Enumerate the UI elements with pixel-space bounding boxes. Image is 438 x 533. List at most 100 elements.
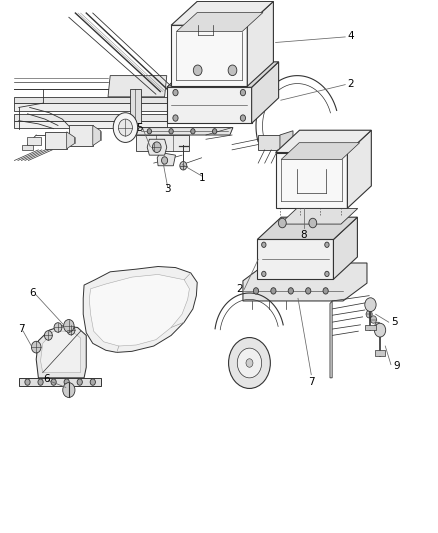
Polygon shape: [157, 152, 176, 166]
Circle shape: [374, 323, 386, 337]
Circle shape: [147, 128, 152, 134]
Polygon shape: [14, 120, 167, 127]
Polygon shape: [36, 326, 86, 378]
Text: 8: 8: [300, 230, 307, 240]
Polygon shape: [167, 87, 252, 123]
Polygon shape: [276, 152, 347, 208]
Circle shape: [191, 128, 195, 134]
Circle shape: [173, 90, 178, 96]
Circle shape: [173, 115, 178, 121]
Circle shape: [67, 325, 75, 335]
Circle shape: [237, 348, 261, 378]
Circle shape: [325, 242, 329, 247]
Polygon shape: [257, 217, 357, 239]
Polygon shape: [171, 25, 247, 86]
Polygon shape: [304, 150, 332, 163]
Circle shape: [25, 379, 30, 385]
Circle shape: [240, 90, 246, 96]
Circle shape: [77, 379, 82, 385]
Circle shape: [271, 288, 276, 294]
Circle shape: [38, 379, 43, 385]
Circle shape: [288, 288, 293, 294]
Polygon shape: [375, 350, 385, 356]
Polygon shape: [365, 325, 376, 330]
Circle shape: [228, 65, 237, 76]
Polygon shape: [14, 103, 167, 111]
Polygon shape: [89, 274, 189, 346]
Circle shape: [169, 128, 173, 134]
Text: 5: 5: [137, 123, 143, 133]
Circle shape: [63, 383, 75, 398]
Text: 4: 4: [347, 31, 354, 41]
Polygon shape: [69, 125, 93, 146]
Circle shape: [193, 65, 202, 76]
Polygon shape: [257, 239, 333, 279]
Polygon shape: [243, 263, 367, 301]
Circle shape: [113, 113, 138, 142]
Text: 3: 3: [164, 183, 171, 193]
Circle shape: [323, 288, 328, 294]
Polygon shape: [147, 139, 167, 155]
Polygon shape: [67, 132, 74, 149]
Polygon shape: [45, 132, 67, 149]
Text: 1: 1: [199, 173, 206, 183]
Text: 9: 9: [393, 361, 400, 370]
Polygon shape: [247, 2, 273, 86]
Circle shape: [261, 242, 266, 247]
Circle shape: [212, 128, 217, 134]
Circle shape: [306, 288, 311, 294]
Text: 2: 2: [236, 284, 243, 294]
Circle shape: [229, 337, 270, 389]
Polygon shape: [93, 125, 101, 146]
Polygon shape: [333, 217, 357, 279]
Polygon shape: [136, 135, 188, 151]
Polygon shape: [171, 2, 273, 25]
Circle shape: [64, 379, 69, 385]
Polygon shape: [83, 266, 197, 352]
Polygon shape: [14, 114, 167, 120]
Circle shape: [325, 271, 329, 277]
Polygon shape: [280, 131, 293, 150]
Text: 6: 6: [43, 374, 49, 384]
Polygon shape: [41, 331, 81, 373]
Circle shape: [32, 341, 41, 353]
Polygon shape: [284, 144, 297, 166]
Polygon shape: [167, 62, 279, 87]
Circle shape: [90, 379, 95, 385]
Circle shape: [375, 322, 381, 329]
Polygon shape: [280, 208, 358, 224]
Text: 2: 2: [347, 78, 354, 88]
Polygon shape: [330, 301, 332, 378]
Polygon shape: [130, 89, 141, 123]
Circle shape: [240, 115, 246, 121]
Polygon shape: [281, 143, 360, 159]
Circle shape: [366, 311, 372, 318]
Circle shape: [51, 379, 56, 385]
Polygon shape: [177, 12, 263, 31]
Circle shape: [309, 218, 317, 228]
Circle shape: [64, 319, 74, 332]
Circle shape: [152, 142, 161, 152]
Polygon shape: [22, 144, 33, 150]
Polygon shape: [276, 130, 371, 152]
Polygon shape: [14, 97, 167, 103]
Circle shape: [118, 119, 132, 136]
Polygon shape: [347, 130, 371, 208]
Circle shape: [365, 298, 376, 312]
Polygon shape: [258, 135, 280, 150]
Circle shape: [279, 218, 286, 228]
Circle shape: [54, 322, 62, 332]
Text: 7: 7: [18, 324, 25, 334]
Circle shape: [261, 271, 266, 277]
Circle shape: [253, 288, 258, 294]
Circle shape: [371, 316, 377, 323]
Text: 5: 5: [391, 317, 398, 327]
Polygon shape: [136, 127, 233, 135]
Polygon shape: [27, 136, 41, 144]
Text: 7: 7: [308, 377, 314, 387]
Polygon shape: [252, 62, 279, 123]
Circle shape: [246, 359, 253, 367]
Polygon shape: [108, 76, 167, 97]
Circle shape: [162, 157, 168, 164]
Circle shape: [45, 330, 52, 340]
